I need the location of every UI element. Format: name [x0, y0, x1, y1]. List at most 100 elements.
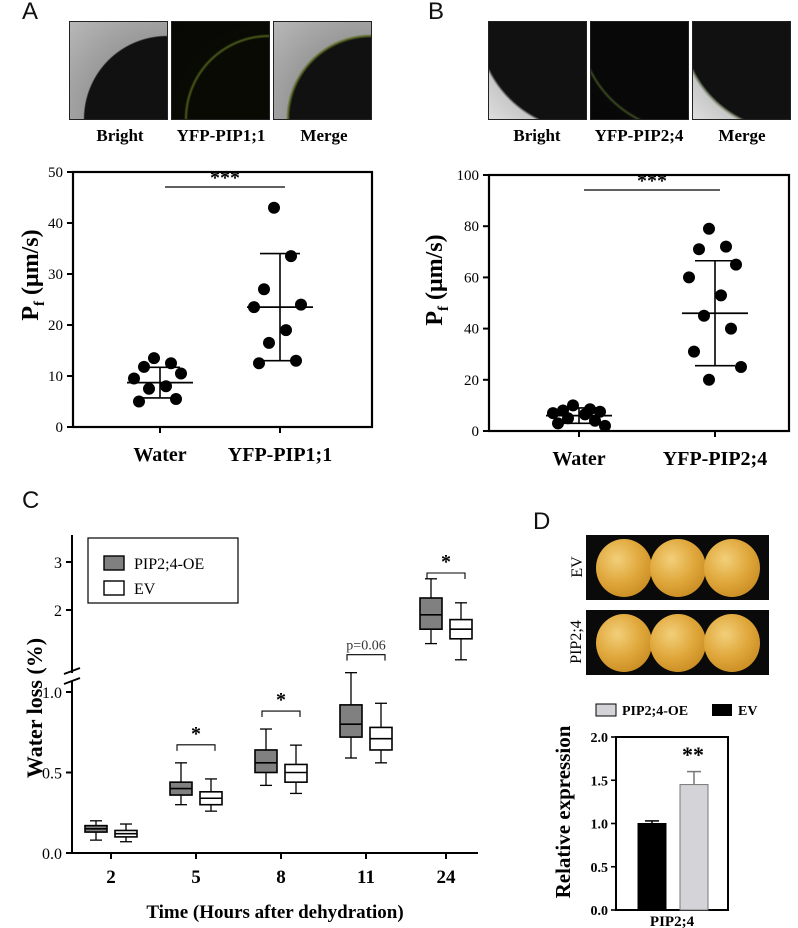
chart-a-ylabel-unit: (μm/s) — [18, 229, 44, 301]
fruit-row-label-ev: EV — [569, 556, 586, 578]
chart-a-ytick-label: 40 — [48, 216, 63, 232]
chart-b-point — [703, 373, 715, 386]
chart-b-point — [683, 271, 695, 284]
chart-c-legend-swatch-oe — [103, 555, 125, 571]
chart-a-point — [128, 372, 140, 385]
chart-b-point — [567, 399, 579, 412]
chart-c-xtick-label: 24 — [437, 867, 457, 888]
chart-a-ytick-label: 50 — [48, 165, 63, 181]
chart-b-ylabel-sub: f — [436, 305, 452, 311]
chart-a-xtick-label: YFP-PIP1;1 — [228, 444, 332, 466]
chart-c-legend: PIP2;4-OE EV — [87, 537, 239, 604]
panel-letter-d: D — [533, 508, 551, 535]
chart-c-legend-swatch-ev — [103, 580, 125, 596]
chart-d-bar — [679, 784, 709, 911]
chart-c-legend-label-oe: PIP2;4-OE — [134, 556, 204, 573]
chart-c-xlabel: Time (Hours after dehydration) — [146, 902, 403, 923]
chart-d-bar — [637, 823, 667, 911]
chart-c-significance-bracket — [346, 654, 386, 661]
fruit-pip24-2 — [650, 614, 706, 672]
fruit-ev-1 — [596, 539, 652, 597]
chart-d-ytick-label: 0.0 — [591, 904, 609, 919]
chart-a-point — [290, 354, 302, 367]
micrograph-b-bright — [488, 21, 587, 120]
chart-b-ytick-label: 40 — [464, 322, 479, 338]
chart-c-box — [419, 597, 443, 631]
chart-a-point — [253, 357, 265, 370]
chart-a-xtick-label: Water — [133, 444, 186, 466]
chart-c-axis-break-top — [63, 667, 81, 675]
chart-d-xtick-label: PIP2;4 — [650, 914, 695, 928]
chart-c-ylabel: Water loss (%) — [22, 638, 47, 778]
chart-b-point — [552, 417, 564, 430]
chart-b-point — [579, 408, 591, 421]
chart-a-ylabel: Pf (μm/s) — [18, 229, 48, 320]
chart-c-significance-label: * — [191, 723, 201, 745]
chart-b-point — [698, 309, 710, 322]
panel-letter-c: C — [22, 487, 40, 514]
chart-a-ylabel-main: P — [18, 306, 44, 321]
chart-d-ytick-label: 1.5 — [591, 774, 609, 789]
panel-letter-b: B — [428, 0, 445, 25]
chart-c-xtick-label: 11 — [357, 867, 375, 888]
chart-a-ylabel-sub: f — [32, 300, 48, 306]
chart-d-ylabel: Relative expression — [551, 725, 575, 898]
chart-d-frame — [615, 736, 729, 911]
micrograph-b-label-merge: Merge — [718, 126, 766, 145]
chart-c-ytick-label: 3 — [54, 555, 62, 572]
chart-b-point — [589, 414, 601, 427]
chart-b-point — [562, 412, 574, 425]
chart-a-point — [160, 380, 172, 393]
micrograph-a-label-yfp: YFP-PIP1;1 — [176, 126, 266, 145]
chart-b-point — [693, 243, 705, 256]
chart-b-point — [725, 322, 737, 335]
chart-d-bar: Relative expression PIP2;4-OE EV 0.0 0.5 1… — [551, 703, 757, 928]
chart-b-point — [599, 419, 611, 432]
chart-a-point — [280, 324, 292, 337]
chart-b-point — [715, 289, 727, 302]
micrograph-a-label-bright: Bright — [96, 126, 144, 145]
chart-a-point — [133, 395, 145, 408]
micrograph-b-merge — [692, 21, 791, 120]
micrograph-a-merge — [273, 21, 372, 120]
chart-a-point — [295, 298, 307, 311]
fruit-ev-2 — [650, 539, 706, 597]
chart-a-scatter: Pf (μm/s) 0 10 20 30 40 50 Water YFP-PIP1;1 *** — [18, 165, 374, 466]
fruit-photo-ev — [586, 535, 769, 600]
chart-c-box — [339, 704, 363, 738]
chart-d-ytick-label: 1.0 — [591, 818, 609, 833]
chart-c-significance-bracket — [176, 744, 216, 751]
fruit-photo-pip24 — [586, 610, 769, 675]
chart-c-ytick-label: 1.0 — [42, 685, 62, 702]
chart-a-point — [268, 201, 280, 214]
chart-a-point — [248, 301, 260, 314]
chart-a-ytick-label: 30 — [48, 267, 63, 283]
chart-b-ytick-label: 0 — [472, 424, 480, 440]
chart-c-axis-break-bottom — [63, 677, 81, 685]
chart-b-ylabel-main: P — [422, 311, 448, 326]
chart-d-legend: PIP2;4-OE EV — [595, 703, 757, 719]
chart-c-ytick-label: 2 — [54, 603, 62, 620]
micrograph-a-yfp — [171, 21, 270, 120]
chart-b-ylabel: Pf (μm/s) — [422, 234, 452, 325]
chart-b-ytick-label: 100 — [457, 168, 480, 184]
chart-c-significance-label: * — [276, 689, 286, 711]
chart-a-point — [143, 382, 155, 395]
chart-a-significance-label: *** — [210, 167, 240, 189]
chart-a-point — [170, 392, 182, 405]
chart-a-point — [175, 367, 187, 380]
fruit-pip24-3 — [704, 614, 760, 672]
micrograph-a-label-merge: Merge — [300, 126, 348, 145]
chart-b-ytick-label: 20 — [464, 373, 479, 389]
chart-b-point — [730, 258, 742, 271]
chart-a-ytick-label: 10 — [48, 369, 63, 385]
chart-b-xtick-label: Water — [552, 448, 605, 470]
chart-b-frame — [487, 173, 791, 433]
chart-a-point — [285, 250, 297, 263]
chart-d-ytick-label: 0.5 — [591, 861, 609, 876]
chart-b-xtick-label: YFP-PIP2;4 — [663, 448, 767, 470]
chart-c-significance-label: * — [441, 551, 451, 573]
micrograph-b-yfp — [590, 21, 689, 120]
chart-b-point — [594, 405, 606, 418]
chart-a-frame — [71, 170, 374, 429]
